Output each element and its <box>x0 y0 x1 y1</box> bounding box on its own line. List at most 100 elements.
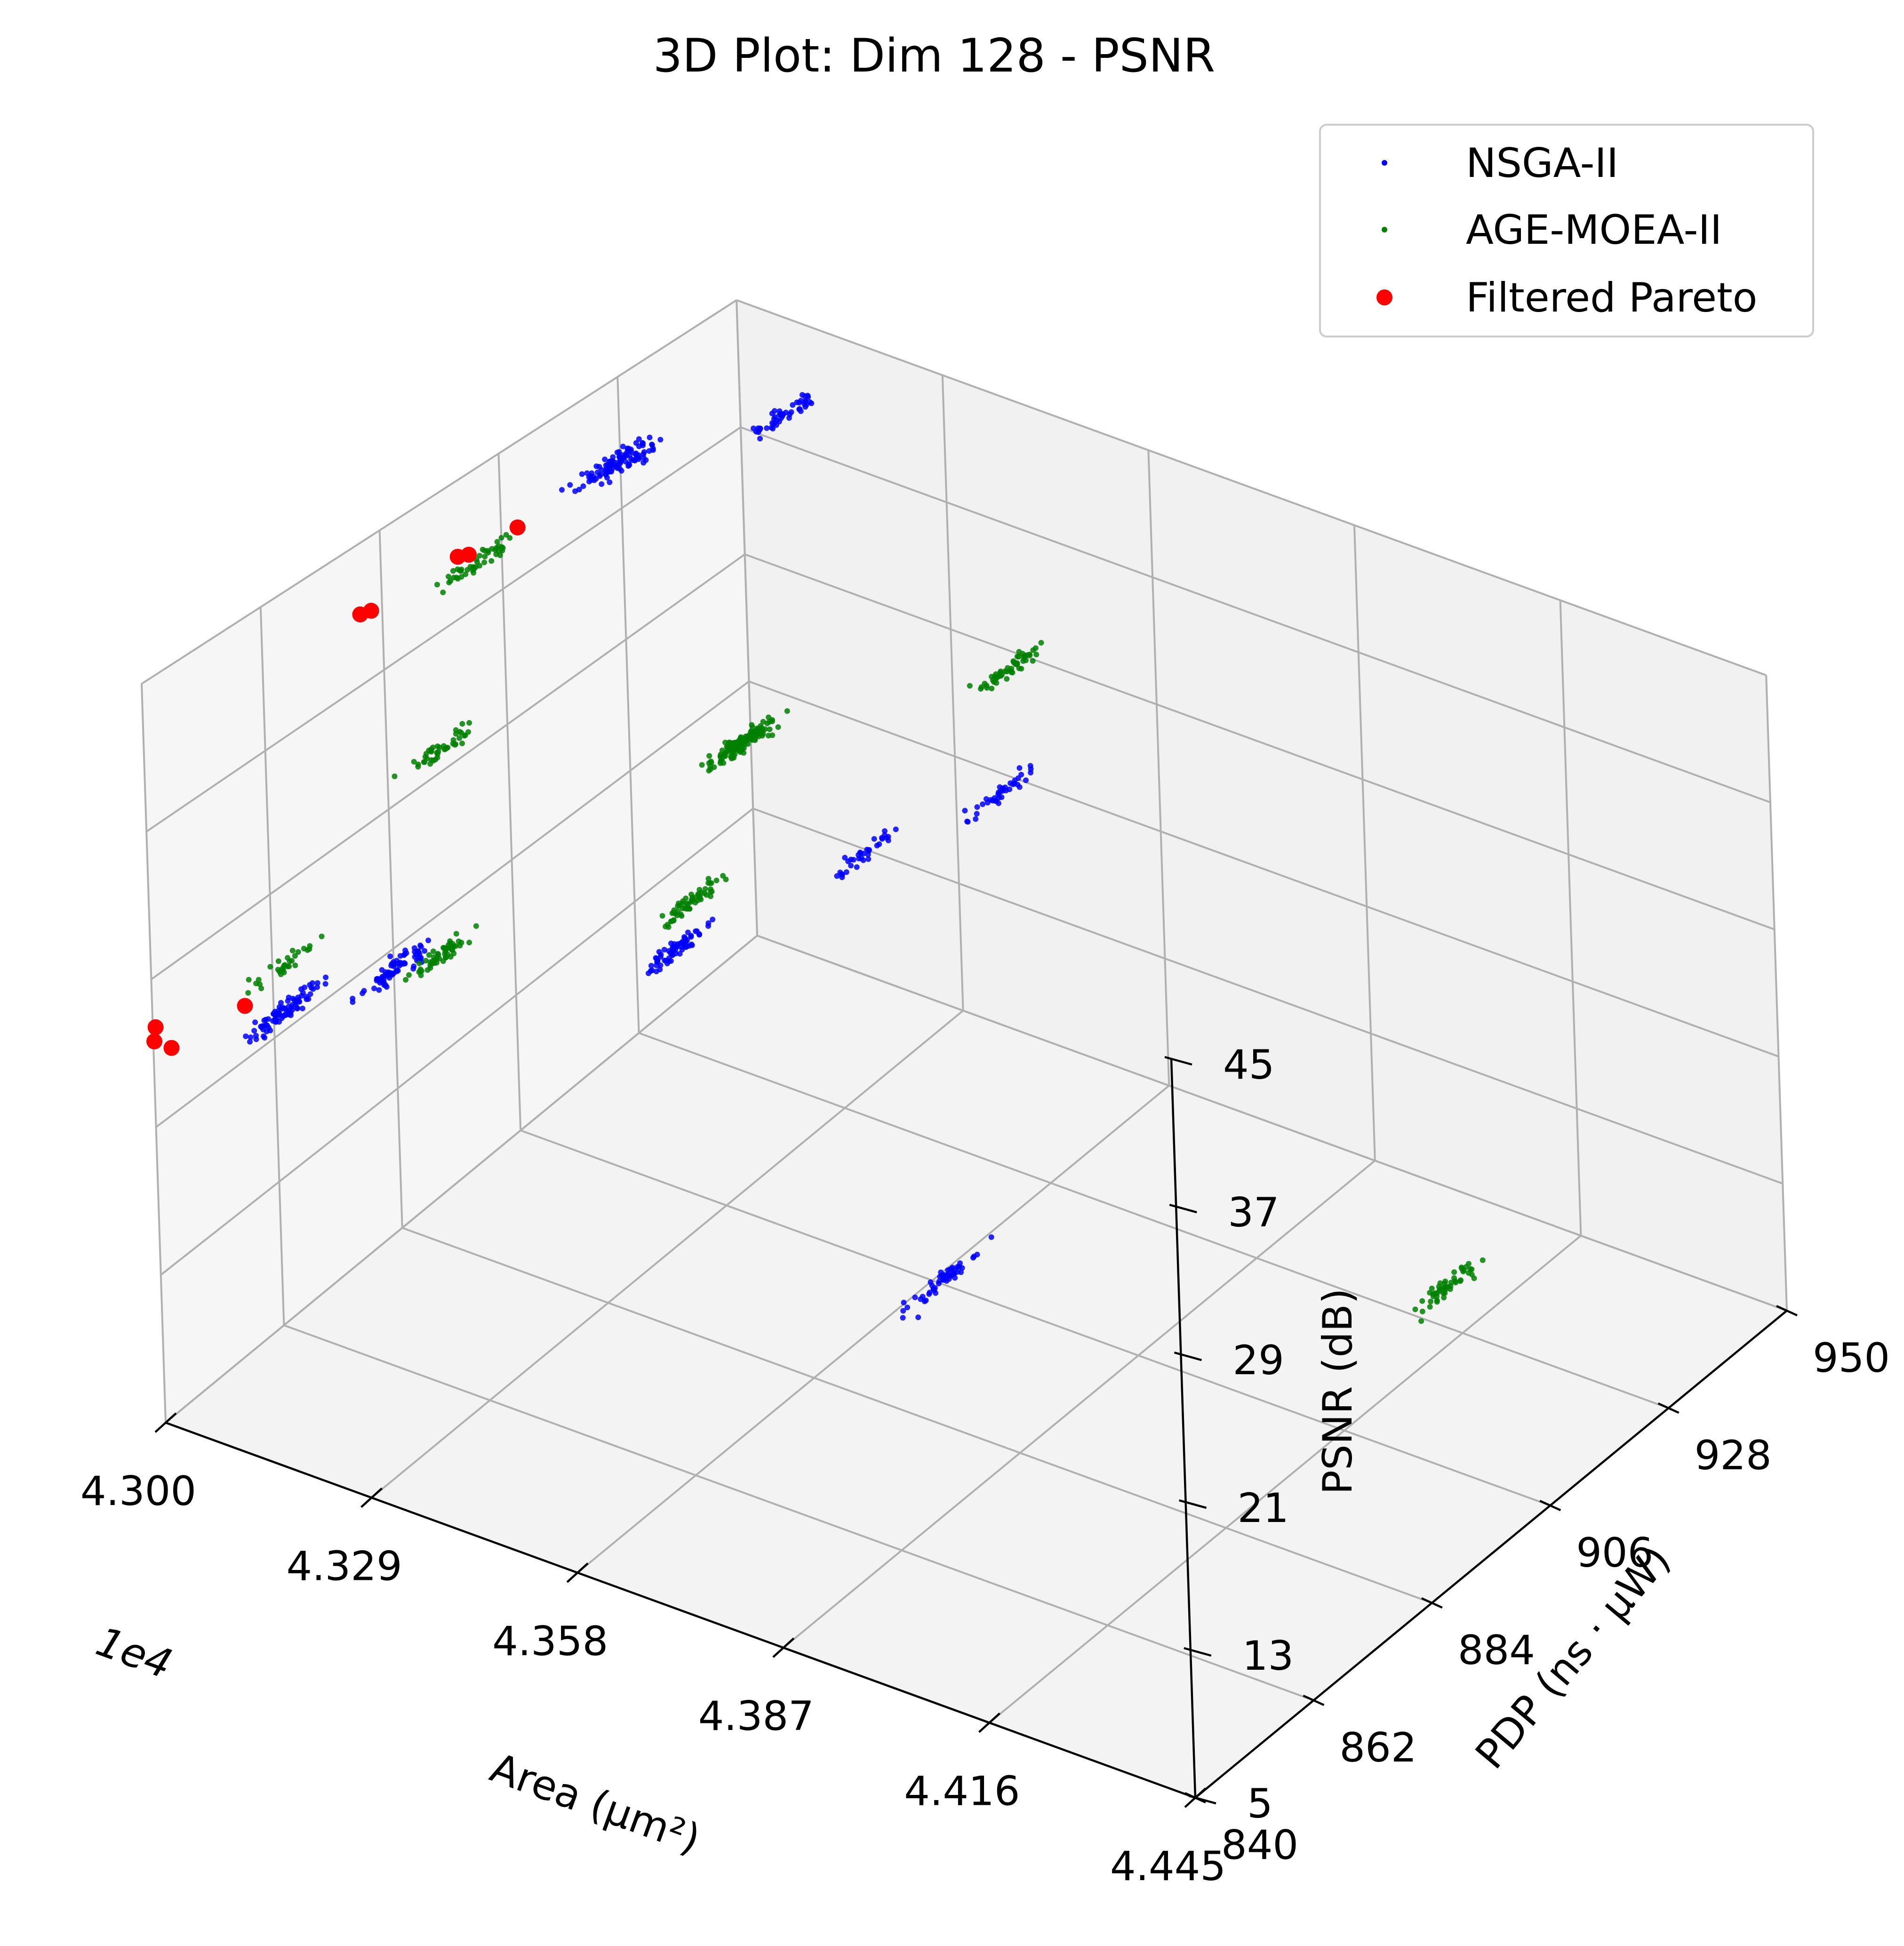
data-point <box>477 553 483 559</box>
floor-pane <box>166 936 1787 1798</box>
data-point <box>708 766 713 772</box>
data-point <box>997 670 1003 676</box>
data-point <box>285 998 291 1004</box>
data-point <box>374 976 380 982</box>
data-point <box>291 997 297 1003</box>
legend: NSGA-II AGE-MOEA-II Filtered Pareto <box>1319 124 1814 337</box>
data-point <box>964 818 970 825</box>
data-point <box>576 487 582 493</box>
data-point <box>607 458 613 464</box>
x-tick-mark <box>154 1412 177 1433</box>
data-point <box>1465 1270 1472 1276</box>
data-point <box>626 446 632 452</box>
data-point <box>393 969 399 975</box>
data-point <box>620 443 626 449</box>
data-point <box>618 468 624 474</box>
data-point <box>1016 765 1023 771</box>
grid-line-x <box>1765 675 1788 1311</box>
data-point <box>443 946 449 952</box>
data-point <box>1010 658 1016 664</box>
data-point <box>1032 645 1039 651</box>
data-point <box>802 399 808 405</box>
data-point <box>262 1035 268 1041</box>
data-point <box>864 847 870 853</box>
data-point <box>275 958 281 964</box>
data-point <box>627 452 633 458</box>
pareto-point <box>146 1033 162 1049</box>
x-tick-label: 4.387 <box>698 1693 814 1740</box>
data-point <box>432 958 438 964</box>
data-point <box>991 679 997 685</box>
data-point <box>768 424 775 431</box>
data-point <box>904 1305 911 1311</box>
grid-line-y <box>283 1324 1314 1701</box>
data-point <box>251 1028 257 1034</box>
data-point <box>879 835 885 841</box>
z-tick-mark <box>1164 1056 1192 1066</box>
grid-line-y <box>497 453 522 1131</box>
data-point <box>275 1008 281 1014</box>
data-point <box>858 855 864 861</box>
x-tick-mark <box>566 1562 589 1583</box>
data-point <box>705 876 712 882</box>
data-point <box>655 958 661 964</box>
data-point <box>1412 1306 1418 1313</box>
data-point <box>245 990 251 996</box>
grid-line-y <box>736 300 758 936</box>
data-point <box>1453 1280 1459 1286</box>
data-point <box>303 993 309 1000</box>
data-point <box>799 392 805 398</box>
data-point <box>885 834 891 840</box>
grid-line-x <box>989 1235 1582 1724</box>
data-point <box>876 841 882 847</box>
data-point <box>766 714 772 721</box>
data-point <box>458 574 464 580</box>
data-point <box>790 402 796 408</box>
data-point <box>678 911 684 917</box>
data-point <box>596 464 602 470</box>
data-point <box>805 392 811 399</box>
z-tick-label: 37 <box>1228 1189 1279 1236</box>
data-point <box>683 895 689 901</box>
data-point <box>1480 1257 1486 1263</box>
legend-label-pareto: Filtered Pareto <box>1466 274 1757 321</box>
data-point <box>1014 654 1020 660</box>
data-point <box>1018 665 1024 672</box>
grid-line-z <box>151 553 745 980</box>
data-point <box>306 946 312 952</box>
data-point <box>1033 651 1040 657</box>
data-point <box>295 949 301 955</box>
data-point <box>653 962 659 969</box>
grid-line-x <box>1353 525 1376 1161</box>
pareto-point <box>237 998 253 1014</box>
data-point <box>921 1298 928 1305</box>
data-point <box>632 457 638 464</box>
data-point <box>920 1294 926 1300</box>
data-point <box>1419 1308 1425 1314</box>
z-axis-label: PSNR (dB) <box>1314 1288 1361 1495</box>
data-point <box>482 553 488 560</box>
data-point <box>494 545 500 551</box>
z-tick-label: 13 <box>1242 1633 1294 1680</box>
data-point <box>706 753 712 759</box>
grid-line-x <box>1147 450 1170 1086</box>
data-point <box>798 408 804 414</box>
data-point <box>388 962 394 969</box>
data-point <box>261 1017 267 1024</box>
data-point <box>749 722 755 728</box>
data-point <box>848 857 854 863</box>
data-point <box>397 953 403 959</box>
data-point <box>253 1033 259 1039</box>
data-point <box>980 801 986 807</box>
data-point <box>443 745 449 751</box>
data-point <box>1418 1318 1424 1324</box>
data-point <box>684 906 690 912</box>
data-point <box>1451 1269 1457 1275</box>
data-point <box>403 950 409 956</box>
legend-marker-agemoea <box>1382 227 1387 232</box>
data-point <box>640 460 647 466</box>
data-point <box>422 948 428 954</box>
data-point <box>764 425 770 431</box>
data-point <box>647 434 653 440</box>
grid-line-z <box>748 681 1779 1057</box>
